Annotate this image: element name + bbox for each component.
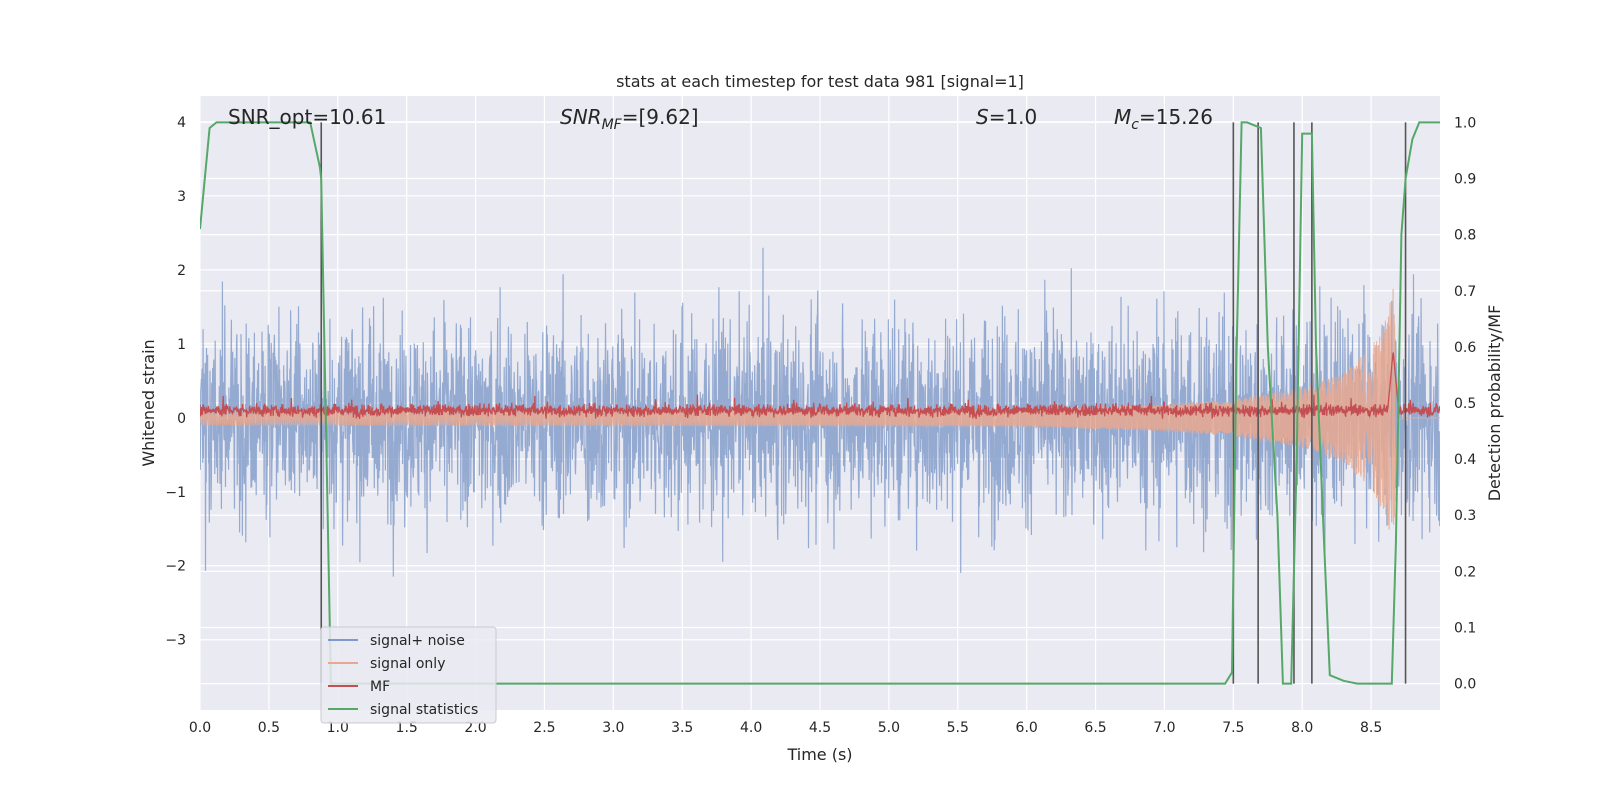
x-tick-label: 7.0 bbox=[1153, 720, 1175, 736]
annotation-s: S=1.0 bbox=[976, 105, 1037, 129]
y2-tick-label: 0.9 bbox=[1454, 172, 1476, 188]
legend-entry-mf: MF bbox=[328, 679, 390, 695]
x-tick-label: 5.5 bbox=[947, 720, 969, 736]
y-tick-label: 2 bbox=[177, 263, 186, 279]
x-tick-label: 2.5 bbox=[533, 720, 555, 736]
annotation-snr-opt: SNR_opt=10.61 bbox=[228, 105, 386, 129]
y2-tick-label: 0.1 bbox=[1454, 620, 1476, 636]
legend-label-stats: signal statistics bbox=[370, 702, 478, 718]
annotation-mc-sub: c bbox=[1131, 117, 1139, 133]
y-tick-labels: 4 3 2 1 0 −1 −2 −3 bbox=[165, 115, 186, 649]
legend-label-noise: signal+ noise bbox=[370, 633, 465, 649]
annotation-mc: Mc=15.26 bbox=[1114, 105, 1213, 133]
plot-layer bbox=[200, 121, 1440, 685]
x-tick-label: 6.0 bbox=[1016, 720, 1038, 736]
y2-tick-label: 1.0 bbox=[1454, 115, 1476, 131]
annotation-s-value: =1.0 bbox=[989, 105, 1038, 129]
legend-entry-stats: signal statistics bbox=[328, 702, 478, 718]
y2-tick-label: 0.7 bbox=[1454, 284, 1476, 300]
x-tick-label: 0.5 bbox=[258, 720, 280, 736]
y2-tick-label: 0.5 bbox=[1454, 396, 1476, 412]
x-tick-label: 8.5 bbox=[1360, 720, 1382, 736]
x-tick-label: 0.0 bbox=[189, 720, 211, 736]
annotation-mc-symbol: M bbox=[1114, 105, 1131, 129]
x-tick-label: 7.5 bbox=[1222, 720, 1244, 736]
legend-box bbox=[320, 626, 497, 724]
x-tick-label: 2.0 bbox=[464, 720, 486, 736]
y-tick-label: 3 bbox=[177, 189, 186, 205]
signal-statistics-series bbox=[200, 121, 1440, 685]
y-tick-label: −1 bbox=[165, 485, 186, 501]
legend-label-signal: signal only bbox=[370, 656, 445, 672]
x-tick-label: 1.0 bbox=[327, 720, 349, 736]
signal-statistics-line bbox=[200, 121, 1440, 685]
annotation-snr-mf-sub: MF bbox=[602, 117, 623, 133]
y-tick-label: −2 bbox=[165, 559, 186, 575]
chart-title: stats at each timestep for test data 981… bbox=[616, 72, 1024, 91]
x-axis-label: Time (s) bbox=[786, 745, 852, 764]
x-tick-label: 6.5 bbox=[1084, 720, 1106, 736]
y2-tick-label: 0.8 bbox=[1454, 228, 1476, 244]
y-tick-label: 0 bbox=[177, 411, 186, 427]
y2-tick-label: 0.0 bbox=[1454, 677, 1476, 693]
y-tick-label: 1 bbox=[177, 337, 186, 353]
annotation-snr-mf-value: =[9.62] bbox=[622, 105, 699, 129]
x-tick-label: 8.0 bbox=[1291, 720, 1313, 736]
x-tick-label: 1.5 bbox=[396, 720, 418, 736]
legend: signal+ noise signal only MF signal stat… bbox=[320, 626, 497, 724]
annotation-s-symbol: S bbox=[976, 105, 989, 129]
y-axis-label: Whitened strain bbox=[139, 339, 158, 466]
x-tick-label: 4.5 bbox=[809, 720, 831, 736]
legend-label-mf: MF bbox=[370, 679, 390, 695]
legend-entry-noise: signal+ noise bbox=[328, 633, 465, 649]
y2-tick-labels: 1.0 0.9 0.8 0.7 0.6 0.5 0.4 0.3 0.2 0.1 0.0 bbox=[1454, 115, 1476, 692]
x-tick-labels: 0.0 0.5 1.0 1.5 2.0 2.5 3.0 3.5 4.0 4.5 5.0 5.5 6.0 6… bbox=[189, 720, 1382, 736]
x-tick-label: 5.0 bbox=[878, 720, 900, 736]
annotation-mc-value: =15.26 bbox=[1139, 105, 1213, 129]
y-tick-label: 4 bbox=[177, 115, 186, 131]
y2-tick-label: 0.4 bbox=[1454, 452, 1476, 468]
y-tick-label: −3 bbox=[165, 633, 186, 649]
y2-tick-label: 0.2 bbox=[1454, 564, 1476, 580]
legend-entry-signal: signal only bbox=[328, 656, 445, 672]
y2-tick-label: 0.3 bbox=[1454, 508, 1476, 524]
x-tick-label: 4.0 bbox=[740, 720, 762, 736]
y2-tick-label: 0.6 bbox=[1454, 340, 1476, 356]
x-tick-label: 3.5 bbox=[671, 720, 693, 736]
annotation-snr-mf-base: SNR bbox=[560, 105, 602, 129]
annotation-snr-mf: SNRMF=[9.62] bbox=[560, 105, 699, 133]
x-tick-label: 3.0 bbox=[602, 720, 624, 736]
y2-axis-label: Detection probability/MF bbox=[1485, 305, 1504, 502]
